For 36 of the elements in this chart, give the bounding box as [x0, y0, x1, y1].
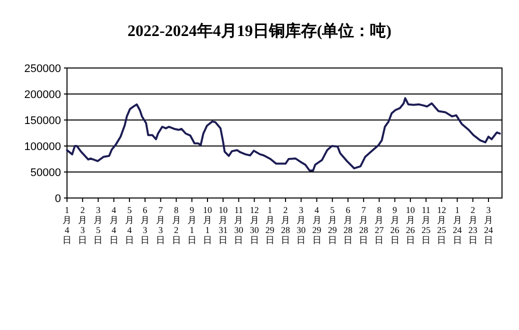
x-tick-label: 2月28日 — [281, 205, 291, 245]
x-tick-label: 7月3日 — [156, 205, 166, 245]
y-tick-label: 150000 — [24, 115, 61, 127]
x-tick-label: 2月23日 — [468, 205, 478, 245]
x-tick-label: 12月25日 — [437, 205, 447, 245]
x-tick-label: 6月28日 — [343, 205, 353, 245]
x-tick-label: 5月29日 — [328, 205, 338, 245]
x-tick-label: 1月4日 — [62, 205, 72, 245]
y-tick-label: 100000 — [24, 141, 61, 153]
x-tick-label: 9月26日 — [390, 205, 400, 245]
x-tick-label: 8月2日 — [172, 205, 181, 245]
x-tick-label: 6月3日 — [140, 205, 150, 245]
x-tick-label: 11月30日 — [234, 205, 244, 245]
y-tick-label: 200000 — [24, 89, 61, 101]
x-tick-label: 2月3日 — [78, 205, 88, 245]
x-tick-label: 5月4日 — [124, 205, 134, 245]
chart-title: 2022-2024年4月19日铜库存(单位：吨) — [128, 22, 392, 40]
x-tick-label: 1月24日 — [452, 205, 462, 245]
x-tick-label: 7月28日 — [359, 205, 369, 245]
x-tick-label: 4月29日 — [312, 205, 322, 245]
x-tick-label: 11月25日 — [422, 205, 432, 245]
x-tick-label: 10月1日 — [202, 205, 212, 245]
x-tick-label: 3月24日 — [484, 205, 494, 245]
x-tick-label: 3月5日 — [94, 205, 103, 245]
x-tick-label: 10月31日 — [218, 205, 228, 245]
y-tick-label: 0 — [54, 193, 61, 205]
x-tick-label: 4月4日 — [109, 205, 118, 245]
x-tick-label: 10月26日 — [406, 205, 416, 245]
x-tick-label: 9月1日 — [187, 205, 196, 245]
line-series — [66, 97, 501, 172]
y-tick-label: 50000 — [30, 167, 61, 179]
x-tick-label: 12月30日 — [250, 205, 260, 245]
x-tick-label: 1月29日 — [265, 205, 275, 245]
y-tick-label: 250000 — [24, 63, 61, 75]
x-tick-label: 3月30日 — [296, 205, 306, 245]
x-tick-label: 8月27日 — [374, 205, 384, 245]
